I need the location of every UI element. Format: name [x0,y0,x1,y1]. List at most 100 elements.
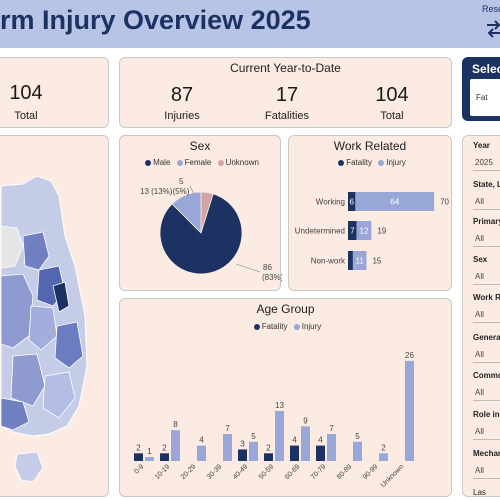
age-legend: Fatality Injury [120,322,451,331]
age-injury-value: 13 [275,401,284,410]
age-bar-fatality [316,445,325,461]
work-chart-card: Work Related Fatality Injury Working 6 64 7… [288,135,452,291]
age-fatality-value: 3 [240,439,245,448]
age-injury-value: 8 [173,420,178,429]
age-legend-injury-dot [293,323,300,330]
filter-label: State, LG [473,180,500,189]
work-bar-fatality [348,221,357,240]
kpi-total-label: Total [14,110,38,122]
work-total-value: 19 [377,227,386,236]
reset-label[interactable]: Rese [482,4,500,14]
age-bar-injury [405,360,414,461]
age-tick-label: 40-49 [232,463,250,481]
work-bar-injury [355,192,435,211]
age-fatality-value: 4 [292,436,297,445]
filter-dropdown[interactable]: All [475,234,484,243]
age-bar-injury [197,445,206,461]
sex-legend: Male Female Unknown [120,158,280,167]
filter-dropdown[interactable]: All [475,388,484,397]
filter-panel [462,135,500,497]
australia-map[interactable] [0,136,110,498]
filter-dropdown[interactable]: All [475,272,484,281]
age-injury-value: 7 [225,424,230,433]
select-panel-inner: Fat [470,79,500,116]
age-chart-title: Age Group [256,302,315,316]
age-fatality-value: 2 [136,443,141,452]
work-bar-fatality [348,192,356,211]
filter-dropdown[interactable]: All [475,350,484,359]
pie-label-male-2: (83%) [262,273,282,282]
age-bar-chart[interactable]: 2 10-92810-19420-29730-393540-4921350-594… [120,331,453,497]
kpi-ytd-card: Current Year-to-Date 87 Injuries 17 Fata… [119,57,452,128]
header-bar: rm Injury Overview 2025 Rese [0,0,500,48]
age-bar-fatality [264,453,273,461]
legend-fatality-label: Fatality [346,158,372,167]
age-bar-injury [327,434,336,461]
age-chart-card: Age Group Fatality Injury 2 1 0-9 2 8 10-19 4 2… [119,298,452,497]
legend-female-dot [176,159,183,166]
filter-dropdown[interactable]: All [475,197,484,206]
age-tick-label: 20-29 [180,463,198,481]
age-tick-label: 60-69 [284,463,302,481]
work-total-value: 15 [372,257,381,266]
age-injury-value: 5 [251,432,256,441]
sex-pie-chart[interactable]: 5 13 (13%)(5%) 86 (83%) [120,168,282,292]
work-bar-chart[interactable]: Working 6 64 70 Undetermined 7 12 19 Non-work 11 1… [289,168,453,292]
age-injury-value: 7 [329,424,334,433]
kpi-total2-label: Total [380,110,404,122]
filter-label: Sex [473,255,488,264]
sex-chart-title: Sex [189,139,211,153]
age-bar-injury [379,453,388,461]
age-tick-label: 80-89 [336,463,354,481]
age-injury-value: 2 [381,443,386,452]
age-bar-fatality [290,445,299,461]
age-legend-fatality-dot [253,323,260,330]
pie-slice-male [159,193,243,275]
kpi-total2-value: 104 [375,84,409,106]
pie-label-unknown: 5 [179,177,184,186]
work-cat-label: Undetermined [295,227,345,236]
work-fatality-value: 6 [349,198,354,207]
legend-injury-label: Injury [386,158,406,167]
legend-injury-dot [378,159,385,166]
age-bar-fatality [238,449,247,461]
filter-underline [473,439,500,440]
select-panel[interactable]: Selec Fat [462,57,500,121]
filter-dropdown[interactable]: All [475,427,484,436]
filter-label: Work Re [473,293,500,302]
work-cat-label: Non-work [311,257,346,266]
work-bar-fatality [348,251,353,270]
kpi-injuries-value: 87 [170,84,194,106]
kpi-ytd-title: Current Year-to-Date [230,61,341,75]
kpi-fatalities-label: Fatalities [264,110,310,122]
work-bar-injury [352,251,367,270]
work-total-value: 70 [440,198,449,207]
kpi-total-card: 104 Total [0,57,109,128]
age-bar-fatality [160,453,169,461]
work-bar-injury [356,221,372,240]
legend-unknown-label: Unknown [225,158,259,167]
filter-underline [473,400,500,401]
filter-label: Mechani [473,449,500,458]
filter-underline [473,362,500,363]
filter-dropdown[interactable]: All [475,466,484,475]
age-fatality-value: 2 [162,443,167,452]
legend-male-dot [145,159,152,166]
reset-arrows-icon[interactable] [485,18,500,40]
age-fatality-value: 2 [266,443,271,452]
legend-female-label: Female [184,158,212,167]
age-legend-injury-label: Injury [301,322,322,331]
filter-dropdown[interactable]: All [475,310,484,319]
filter-underline [473,322,500,323]
select-panel-sub: Fat [476,93,488,102]
filter-bottom-label: Las [473,488,486,497]
work-injury-value: 64 [390,198,399,207]
pie-label-male-1: 86 [263,263,272,272]
filter-dropdown[interactable]: 2025 [475,158,493,167]
work-injury-value: 12 [360,227,369,236]
filter-underline [473,246,500,247]
pie-leader-unknown [189,185,195,195]
age-legend-fatality-label: Fatality [261,322,288,331]
age-bar-fatality [134,453,143,461]
age-tick-label: 90-99 [362,463,380,481]
